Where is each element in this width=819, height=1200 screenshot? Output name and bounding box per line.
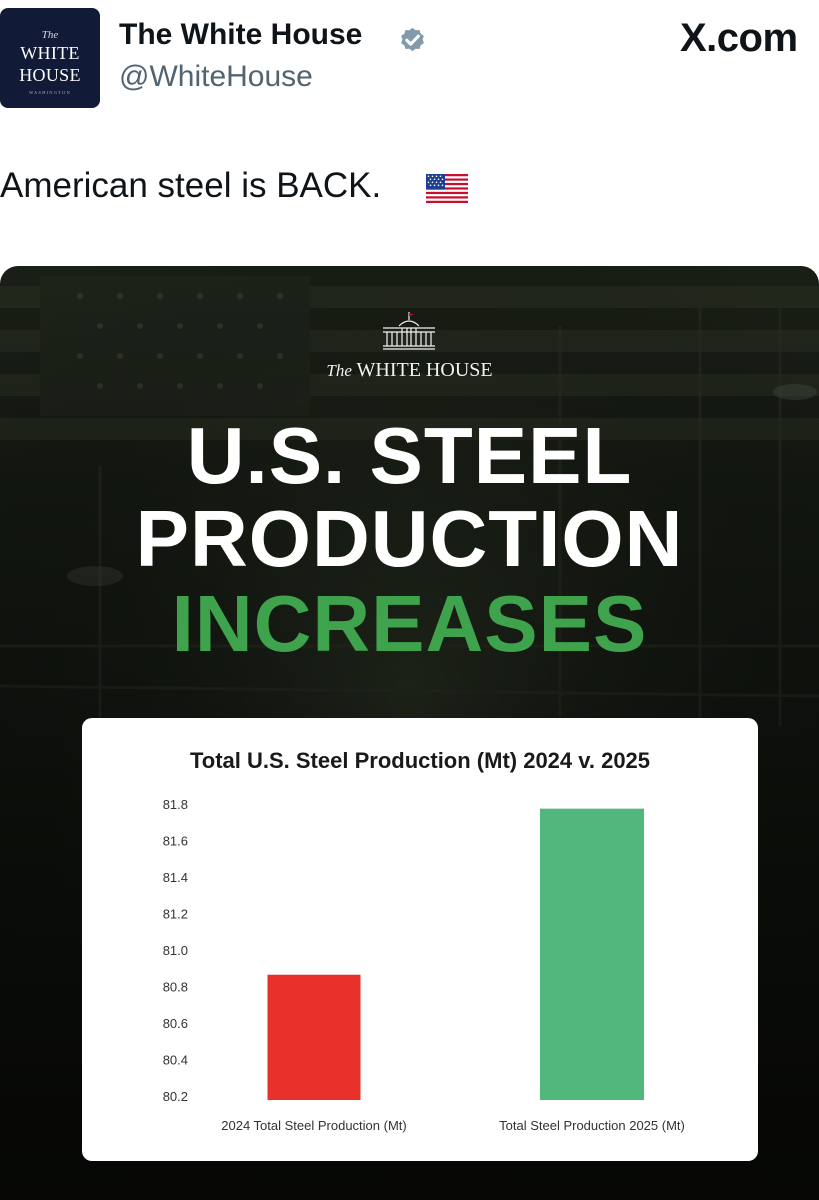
post-image[interactable]: The WHITE HOUSE U.S. STEEL PRODUCTION IN… <box>0 266 819 1200</box>
y-tick-label: 81.2 <box>163 907 188 922</box>
avatar-sub-text: WASHINGTON <box>29 90 71 95</box>
author-handle[interactable]: @WhiteHouse <box>119 60 313 93</box>
chart-title: Total U.S. Steel Production (Mt) 2024 v.… <box>189 748 651 773</box>
author-name[interactable]: The White House <box>119 18 363 51</box>
y-tick-label: 81.6 <box>163 834 188 849</box>
avatar-line2: HOUSE <box>19 65 81 85</box>
chart-card: Total U.S. Steel Production (Mt) 2024 v.… <box>82 718 758 1161</box>
wordmark-the: The <box>326 361 352 380</box>
white-house-emblem <box>383 312 435 350</box>
y-tick-label: 80.8 <box>163 980 188 995</box>
y-tick-label: 80.6 <box>163 1016 188 1031</box>
tweet-text: American steel is BACK. <box>0 166 382 205</box>
verified-badge-icon <box>401 27 424 52</box>
bar-2025 <box>540 808 644 1100</box>
y-tick-label: 80.4 <box>163 1053 188 1068</box>
white-house-wordmark: The WHITE HOUSE <box>0 359 819 382</box>
y-tick-label: 80.2 <box>163 1089 188 1104</box>
headline-line3: INCREASES <box>171 579 648 668</box>
headline-line2: PRODUCTION <box>135 494 684 583</box>
x-category-label: Total Steel Production 2025 (Mt) <box>499 1118 685 1133</box>
wordmark-name: WHITE HOUSE <box>356 359 493 381</box>
x-category-label: 2024 Total Steel Production (Mt) <box>221 1118 406 1133</box>
avatar-the-text: The <box>41 29 59 41</box>
avatar-line1: WHITE <box>20 43 80 63</box>
y-tick-label: 81.4 <box>163 870 188 885</box>
avatar[interactable]: The WHITE HOUSE WASHINGTON <box>0 8 100 108</box>
us-flag-icon <box>426 174 468 203</box>
y-tick-label: 81.8 <box>163 797 188 812</box>
x-logo[interactable]: X.com <box>680 16 798 60</box>
bar-2024 <box>267 974 361 1100</box>
headline-line1: U.S. STEEL <box>186 411 633 500</box>
y-tick-label: 81.0 <box>163 943 188 958</box>
bar-chart: 81.8 81.6 81.4 81.2 81.0 80.8 80.6 80.4 80.2 2024… <box>163 797 685 1133</box>
